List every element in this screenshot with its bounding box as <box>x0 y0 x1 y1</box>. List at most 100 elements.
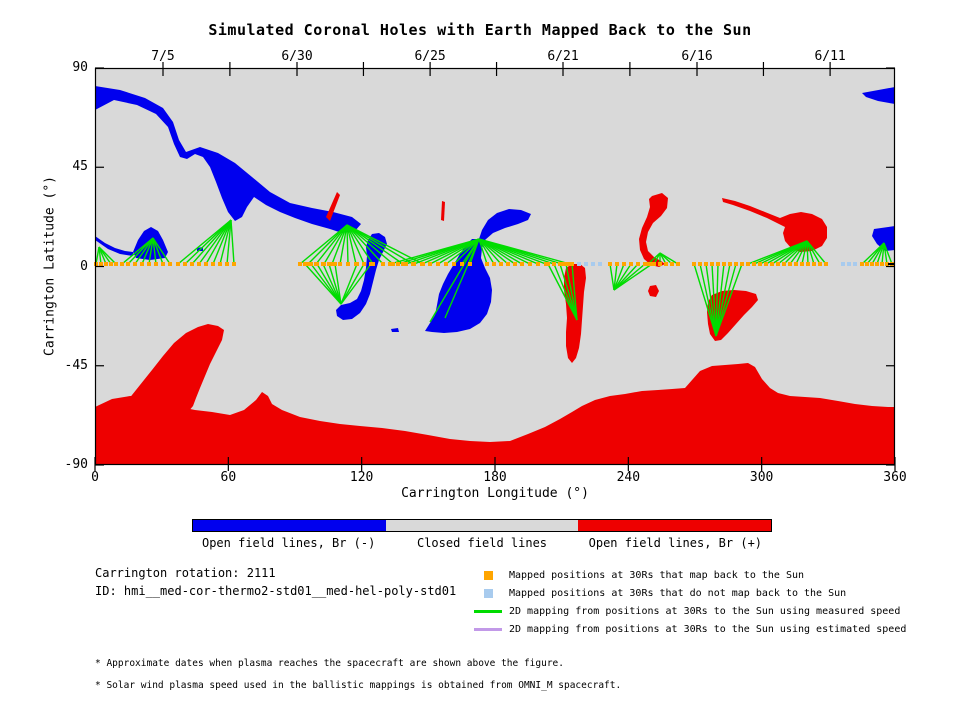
mapping-line-fan-3 <box>346 224 404 265</box>
mapping-line-fan-3 <box>339 224 348 265</box>
unmapped-position-dot <box>853 262 857 266</box>
mapped-position-dot <box>513 262 517 266</box>
mapped-swatch <box>483 570 493 580</box>
mapping-line-fan-10 <box>777 240 808 265</box>
mapped-position-dot <box>698 262 702 266</box>
mapping-line-fan-11 <box>876 242 885 265</box>
mapped-position-dot <box>412 262 416 266</box>
region-horn <box>722 198 827 252</box>
mapping-line-fan-5 <box>478 238 488 265</box>
mapped-position-dot <box>303 262 307 266</box>
mapping-line-fan-3 <box>323 224 348 265</box>
mapping-line-fan-3 <box>307 224 348 265</box>
mapped-position-dot <box>558 262 562 266</box>
mapping-line-fan-9 <box>715 263 743 337</box>
legend: Mapped positions at 30Rs that map back t… <box>473 566 943 638</box>
unmapped-position-dot <box>577 262 581 266</box>
mapped-position-dot <box>218 262 222 266</box>
measured-swatch <box>474 609 502 613</box>
region-ne-sliver <box>862 87 895 104</box>
coronal-map-svg <box>94 62 896 471</box>
mapped-position-dot <box>381 262 385 266</box>
top-date-label: 6/30 <box>281 49 313 64</box>
mapping-line-fan-2 <box>219 219 232 265</box>
region-crescent-tail <box>648 285 659 297</box>
y-axis-title: Carrington Latitude (°) <box>42 175 58 357</box>
mapping-line-fan-11 <box>883 242 893 265</box>
mapped-position-dot <box>875 262 879 266</box>
mapping-line-fan-6 <box>565 263 578 321</box>
mapping-line-fan-4 <box>334 263 342 305</box>
mapped-position-dot <box>870 262 874 266</box>
mapping-line-fan-5 <box>453 238 480 265</box>
x-tick-label: 120 <box>349 470 374 485</box>
mapping-line-fan-7 <box>613 263 632 291</box>
mapped-position-dot <box>652 262 656 266</box>
x-tick-label: 180 <box>483 470 507 485</box>
region-streak-a <box>326 192 340 221</box>
mapped-position-dot <box>388 262 392 266</box>
mapping-line-fan-9 <box>715 263 725 337</box>
top-date-label: 6/16 <box>681 49 713 64</box>
mapped-position-dot <box>692 262 696 266</box>
mapped-position-dot <box>860 262 864 266</box>
top-date-label: 6/21 <box>547 49 579 64</box>
legend-item: 2D mapping from positions at 30Rs to the… <box>473 620 943 638</box>
mapped-position-dot <box>552 262 556 266</box>
mapped-position-dot <box>333 262 337 266</box>
mapped-position-dot <box>99 262 103 266</box>
mapped-position-dot <box>133 262 137 266</box>
mapped-position-dot <box>704 262 708 266</box>
plot-border <box>94 67 896 466</box>
region-south-cap <box>95 363 895 465</box>
region-left-arc <box>95 236 133 256</box>
mapped-position-dot <box>114 262 118 266</box>
y-tick-label: 0 <box>80 258 88 274</box>
mapped-position-dot <box>485 262 489 266</box>
mapping-line-fan-1 <box>148 237 154 265</box>
mapping-line-fan-9 <box>715 263 731 337</box>
model-id-text: ID: hmi__med-cor-thermo2-std01__med-hel-… <box>95 584 457 598</box>
mapping-line-fan-1 <box>152 237 164 265</box>
mapping-line-fan-2 <box>230 219 235 265</box>
mapped-position-dot <box>444 262 448 266</box>
mapping-line-fan-4 <box>304 263 342 305</box>
mapping-line-fan-5 <box>478 238 502 265</box>
mapping-line-fan-11 <box>883 242 888 265</box>
legend-item: 2D mapping from positions at 30Rs to the… <box>473 602 943 620</box>
mapped-position-dot <box>468 262 472 266</box>
mapping-line-fan-7 <box>613 263 639 291</box>
mapped-position-dot <box>176 262 180 266</box>
mapped-position-dot <box>309 262 313 266</box>
carrington-rotation-text: Carrington rotation: 2111 <box>95 566 276 580</box>
unmapped-position-dot <box>847 262 851 266</box>
mapping-line-fan-9 <box>715 263 737 337</box>
footnote-speed: * Solar wind plasma speed used in the ba… <box>95 680 622 691</box>
mapping-line-fan-6 <box>553 263 578 321</box>
top-date-label: 6/11 <box>814 49 846 64</box>
mapping-line-fan-3 <box>315 224 348 265</box>
mapping-line-fan-1 <box>141 237 154 265</box>
legend-item: Mapped positions at 30Rs that do not map… <box>473 584 943 602</box>
mapping-line-fan-8 <box>659 252 679 265</box>
mapping-line-extra <box>429 238 480 323</box>
mapped-position-dot <box>346 262 350 266</box>
legend-item-label: Mapped positions at 30Rs that do not map… <box>509 587 847 599</box>
mapped-position-dot <box>492 262 496 266</box>
mapped-position-dot <box>183 262 187 266</box>
mapping-line-fan-10 <box>806 240 809 265</box>
unmapped-position-dot <box>841 262 845 266</box>
unmapped-swatch-icon <box>473 588 503 598</box>
earth-dash-marker <box>888 263 894 265</box>
region-crescent <box>639 193 668 267</box>
mapped-position-dot <box>646 262 650 266</box>
y-tick-label: -90 <box>64 457 88 472</box>
footnote-dates: * Approximate dates when plasma reaches … <box>95 658 564 669</box>
mapped-position-dot <box>676 262 680 266</box>
mapping-line-fan-10 <box>801 240 808 265</box>
mapped-position-dot <box>865 262 869 266</box>
mapping-line-fan-3 <box>346 224 384 265</box>
legend-item: Mapped positions at 30Rs that map back t… <box>473 566 943 584</box>
region-s-fleck <box>391 328 399 332</box>
mapped-position-dot <box>232 262 236 266</box>
